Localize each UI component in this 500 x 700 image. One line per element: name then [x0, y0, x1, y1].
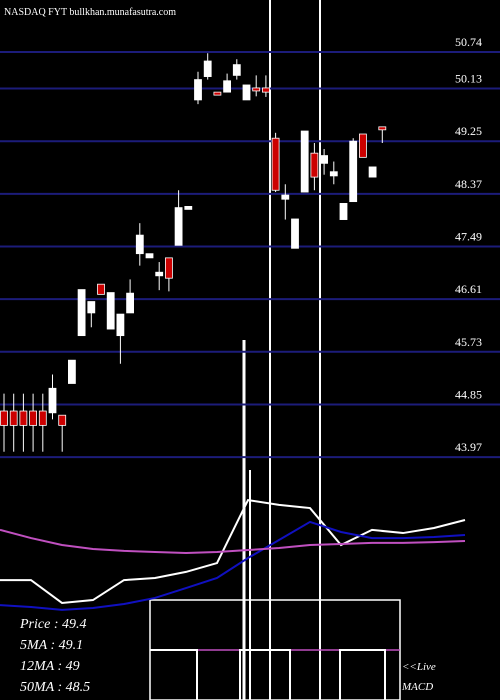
annotation: 12MA : 49	[20, 659, 80, 674]
candle-body	[261, 87, 270, 93]
indicator-line	[0, 528, 466, 555]
annotation: Price : 49.4	[19, 617, 86, 632]
candle-body	[174, 207, 183, 246]
indicator-line	[0, 520, 466, 611]
y-tick-label: 46.61	[455, 282, 482, 296]
candle-body	[116, 313, 125, 337]
annotation: 50MA : 48.5	[20, 680, 90, 695]
candle-body	[358, 133, 367, 158]
candle-body	[368, 166, 377, 178]
candle-body	[9, 410, 18, 426]
candle-body	[164, 257, 173, 279]
candle-body	[203, 60, 212, 77]
candle-body	[310, 152, 319, 178]
indicator-line	[0, 498, 466, 605]
annotation: MACD	[401, 681, 433, 693]
candle-body	[194, 79, 202, 101]
annotation: 5MA : 49.1	[20, 638, 83, 653]
candle-body	[271, 137, 280, 191]
candle-body	[281, 194, 290, 200]
candle-body	[106, 292, 115, 330]
candle-body	[77, 289, 86, 337]
candle-body	[339, 203, 348, 220]
candle-body	[135, 234, 144, 255]
candle-body	[126, 292, 134, 314]
candle-body	[19, 410, 28, 426]
candle-body	[97, 283, 105, 295]
candle-body	[291, 218, 299, 249]
candle-body	[38, 410, 47, 426]
macd-line	[150, 649, 386, 700]
y-tick-label: 47.49	[455, 229, 482, 243]
candle-body	[0, 410, 8, 426]
y-tick-label: 43.97	[455, 440, 482, 454]
candle-body	[184, 206, 193, 210]
candle-body	[58, 414, 67, 426]
y-tick-label: 50.74	[455, 35, 482, 49]
candle-body	[213, 91, 222, 96]
y-tick-label: 49.25	[455, 124, 482, 138]
candle-body	[378, 126, 387, 131]
candle-body	[232, 64, 241, 76]
y-tick-label: 48.37	[455, 177, 482, 191]
candle-body	[223, 80, 232, 93]
candle-body	[300, 130, 309, 193]
candle-body	[242, 84, 251, 101]
chart-title: NASDAQ FYT bullkhan.munafasutra.com	[4, 7, 176, 18]
y-tick-label: 44.85	[455, 387, 482, 401]
candle-body	[329, 171, 338, 177]
candle-body	[87, 301, 96, 314]
candle-body	[155, 271, 164, 277]
candle-body	[145, 253, 154, 259]
candle-body	[29, 410, 38, 426]
candle-body	[252, 87, 261, 92]
candle-body	[320, 155, 329, 164]
candle-body	[349, 140, 358, 203]
annotation: <<Live	[402, 661, 436, 673]
candle-body	[48, 387, 57, 414]
y-tick-label: 45.73	[455, 335, 482, 349]
candle-body	[68, 359, 76, 384]
y-tick-label: 50.13	[455, 72, 482, 86]
